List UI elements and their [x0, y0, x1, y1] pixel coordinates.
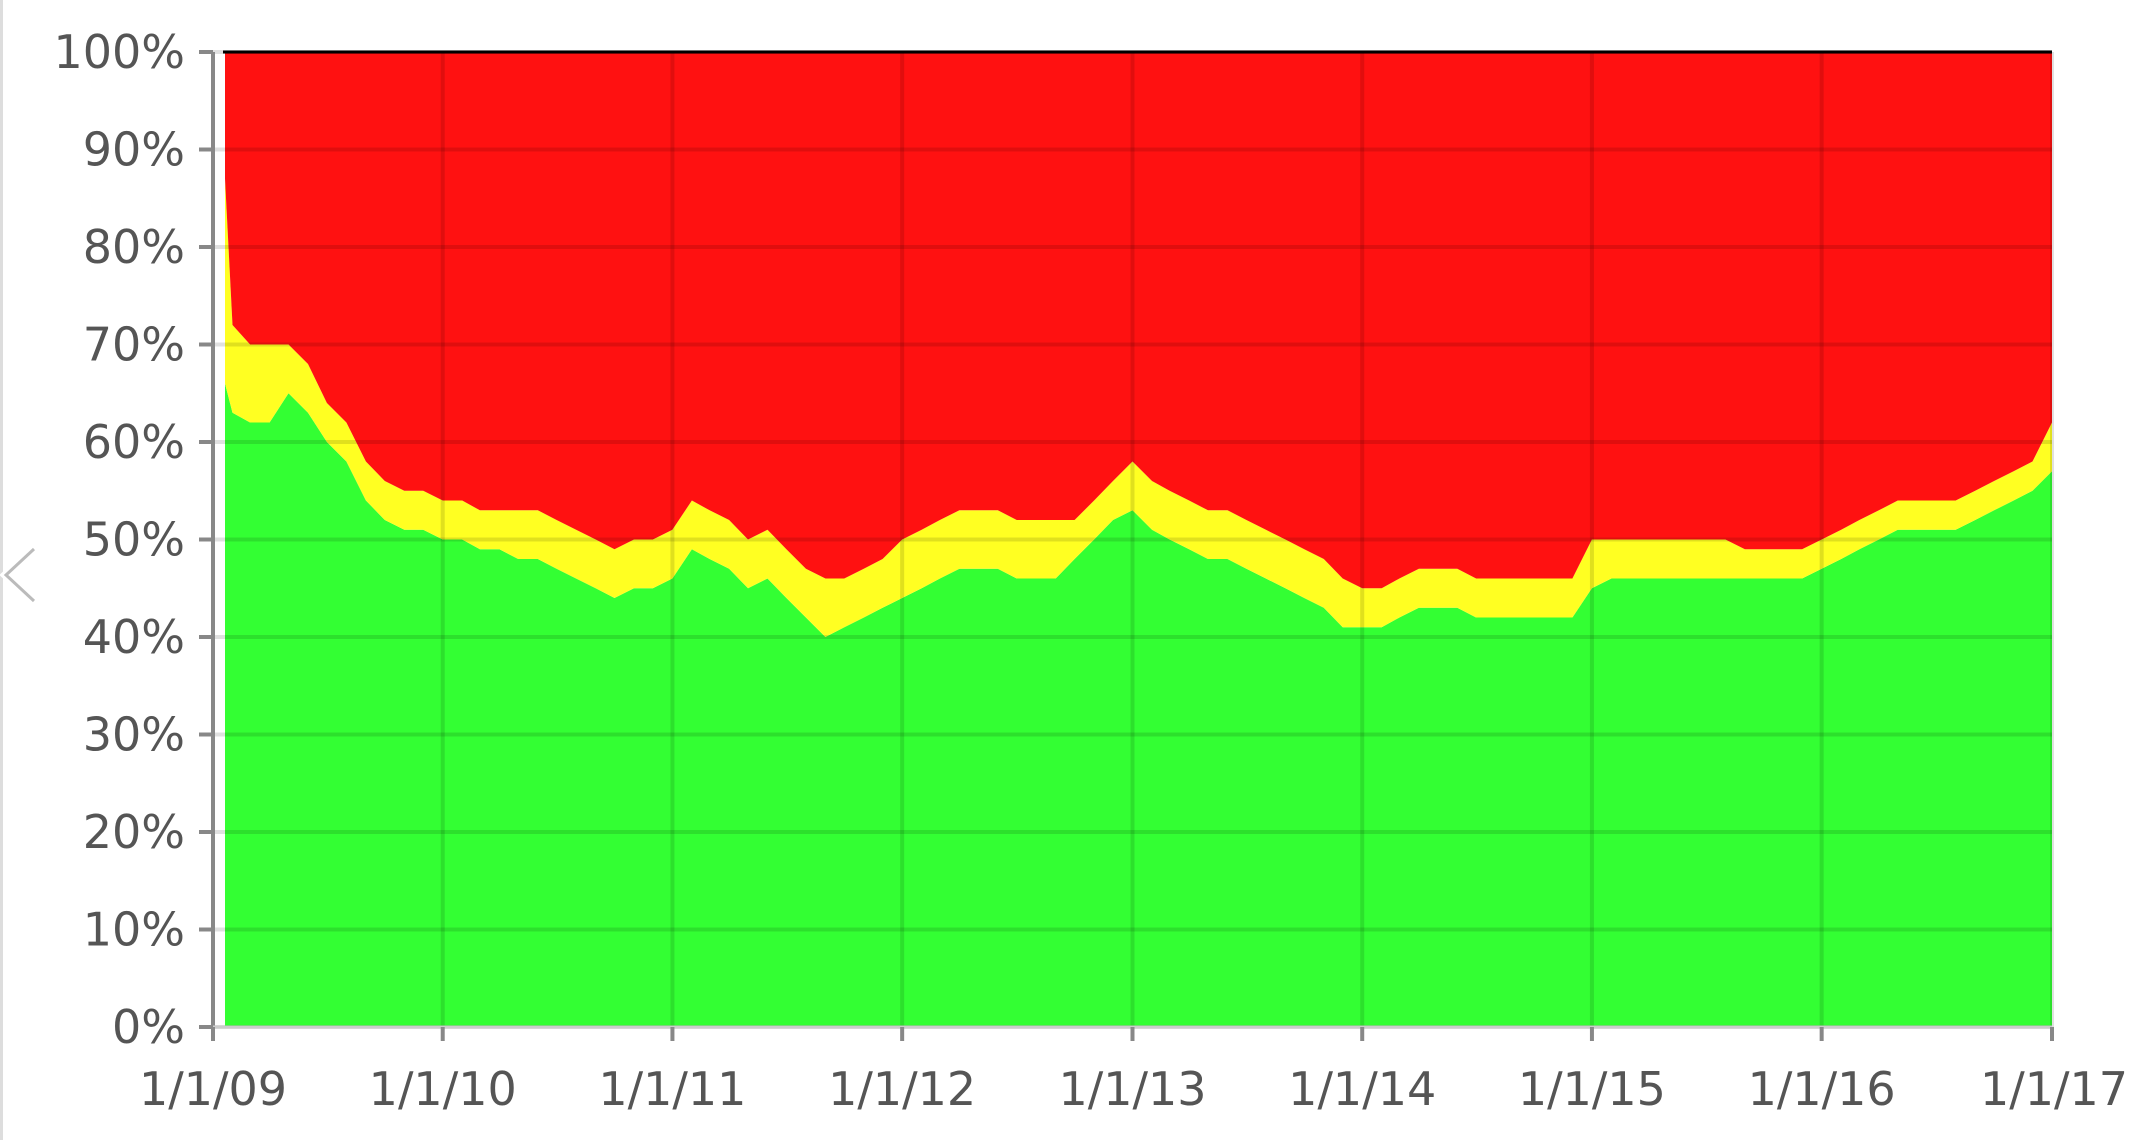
left-divider	[0, 0, 3, 1140]
x-tick-label: 1/1/12	[828, 1062, 976, 1116]
x-tick-label: 1/1/16	[1748, 1062, 1896, 1116]
axes-layer	[199, 50, 2054, 1041]
x-tick-label: 1/1/11	[598, 1062, 746, 1116]
area-series-1	[225, 383, 2052, 1027]
x-tick-label: 1/1/15	[1518, 1062, 1666, 1116]
y-tick-label: 80%	[83, 220, 185, 274]
x-tick-label: 1/1/10	[369, 1062, 517, 1116]
chevron-left-glyph	[0, 545, 38, 605]
chevron-left-icon[interactable]	[0, 545, 40, 605]
x-tick-label: 1/1/09	[139, 1062, 287, 1116]
area-series-3	[225, 52, 2052, 589]
y-tick-label: 70%	[83, 318, 185, 372]
x-tick-label: 1/1/13	[1058, 1062, 1206, 1116]
y-tick-label: 30%	[83, 708, 185, 762]
x-tick-label: 1/1/14	[1288, 1062, 1436, 1116]
y-tick-label: 0%	[112, 1000, 185, 1054]
area-series-2	[225, 178, 2052, 638]
x-tick-label: 1/1/17	[1980, 1062, 2128, 1116]
areas-layer	[225, 52, 2052, 1027]
y-tick-label: 50%	[83, 513, 185, 567]
y-tick-label: 60%	[83, 415, 185, 469]
y-tick-label: 20%	[83, 805, 185, 859]
tick-labels-layer: 0% 10% 20% 30% 40% 50% 60% 70% 80% 90% 100% 1/1/09 1…	[53, 25, 2128, 1116]
y-tick-label: 10%	[83, 903, 185, 957]
y-tick-label: 40%	[83, 610, 185, 664]
y-tick-label: 90%	[83, 123, 185, 177]
y-tick-label: 100%	[53, 25, 185, 79]
